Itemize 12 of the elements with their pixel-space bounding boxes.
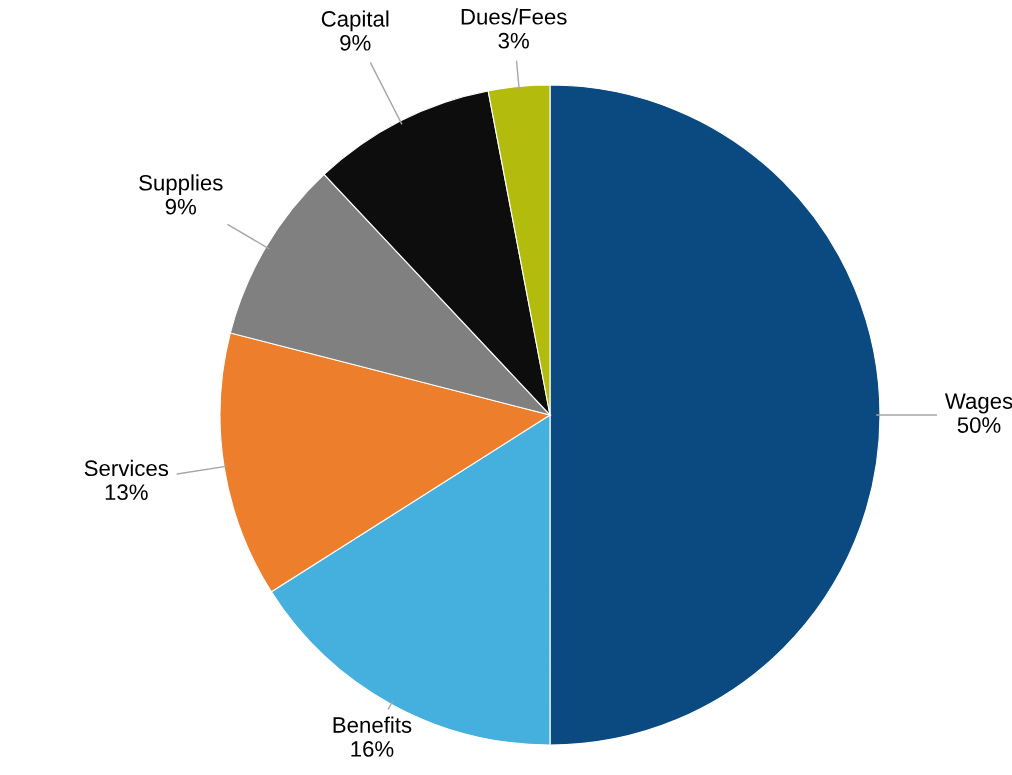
slice-label: Wages — [944, 393, 1012, 414]
slice-label: Benefits — [333, 716, 412, 733]
data-label: 3% — [498, 32, 529, 49]
data-label: 50% — [957, 417, 1001, 433]
data-label: 13% — [105, 484, 148, 501]
data-label: 9% — [340, 34, 371, 51]
slice-label: Supplies — [139, 174, 223, 196]
data-label: 16% — [351, 741, 394, 757]
slice-label: Services — [84, 459, 169, 477]
slice-label: Dues/Fees — [461, 8, 567, 25]
slice-label: Capital — [321, 10, 389, 32]
data-label: 9% — [165, 198, 197, 215]
